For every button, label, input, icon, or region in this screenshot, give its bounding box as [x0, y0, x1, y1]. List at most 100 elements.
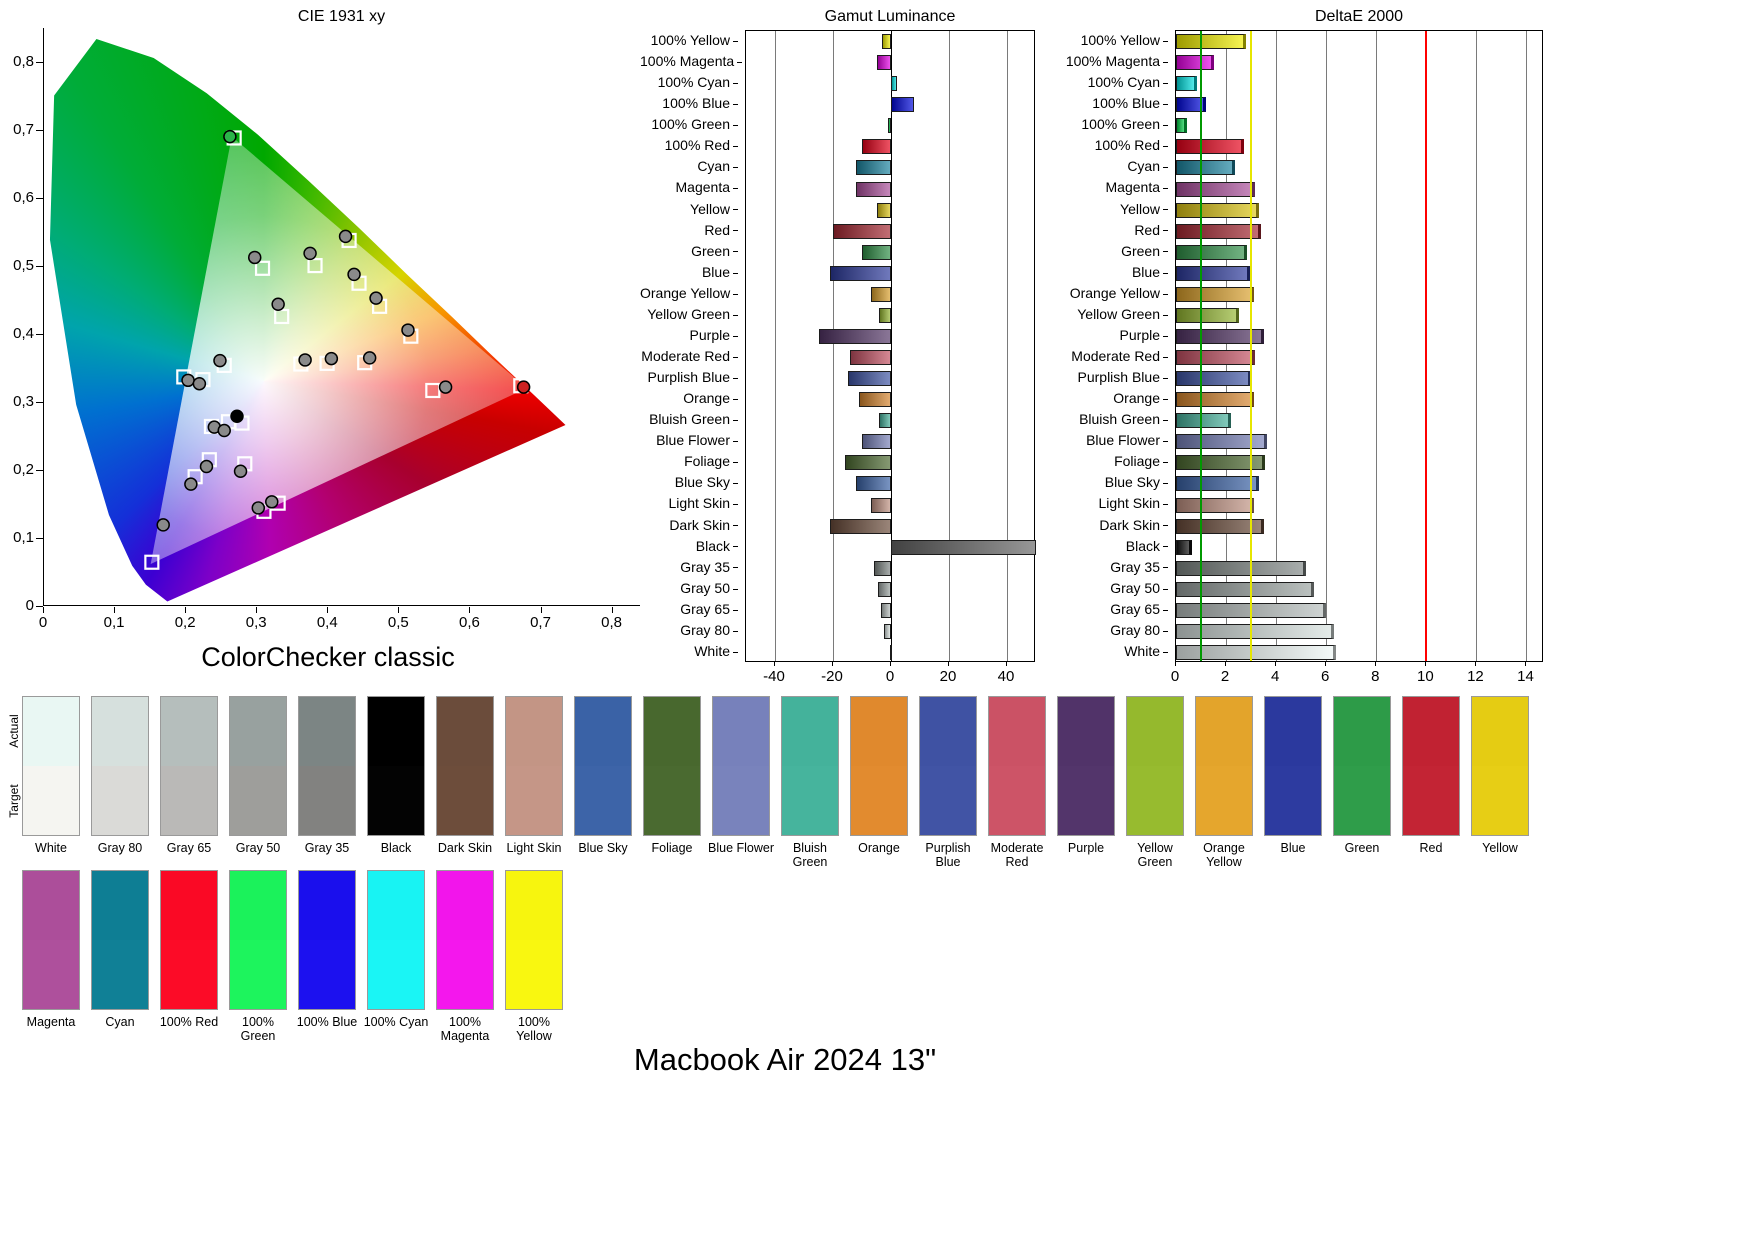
- category-label: 100% Yellow: [640, 30, 738, 51]
- x-tick: [947, 661, 949, 666]
- x-tick-label: 40: [997, 668, 1015, 685]
- y-tick: [36, 606, 43, 607]
- category-label: Bluish Green: [1060, 409, 1168, 430]
- category-label-text: Blue Sky: [674, 474, 730, 491]
- category-tick: [733, 651, 738, 653]
- measured-marker: [156, 518, 170, 532]
- bar: [876, 202, 891, 218]
- category-label: Moderate Red: [640, 346, 738, 367]
- category-tick: [733, 525, 738, 527]
- measured-marker: [181, 373, 195, 388]
- category-label: Cyan: [640, 156, 738, 177]
- category-label-text: Gray 35: [680, 558, 730, 575]
- category-tick: [733, 251, 738, 253]
- category-label: Orange: [1060, 388, 1168, 409]
- swatch-blue-sky: [574, 696, 632, 836]
- category-label-text: Green: [1121, 242, 1160, 259]
- category-label-text: Blue Sky: [1104, 474, 1160, 491]
- category-label-text: Magenta: [1105, 179, 1160, 196]
- category-label-text: Gray 65: [1110, 600, 1160, 617]
- category-label: Magenta: [1060, 177, 1168, 198]
- x-tick: [1324, 661, 1326, 666]
- grid-line: [832, 31, 834, 661]
- y-tick: [36, 62, 43, 63]
- category-label-text: 100% Yellow: [1080, 32, 1160, 48]
- category-label: 100% Yellow: [1060, 30, 1168, 51]
- swatch-target: [368, 766, 424, 835]
- category-tick: [1163, 398, 1168, 400]
- category-tick: [733, 462, 738, 464]
- bar: [879, 413, 891, 429]
- category-label: 100% Green: [1060, 114, 1168, 135]
- deltae-x-axis: 0 2 4 6 8 10 12 14: [1171, 661, 1543, 688]
- category-tick: [733, 146, 738, 148]
- bar: [1176, 97, 1207, 113]
- swatch-yellow: [1471, 696, 1529, 836]
- swatch-label: Gray 80: [97, 841, 143, 855]
- swatch-label: 100% Cyan: [363, 1015, 429, 1029]
- grid-line: [1006, 31, 1008, 661]
- category-label: 100% Cyan: [640, 72, 738, 93]
- swatch-label: Bluish Green: [792, 841, 828, 869]
- swatch-100-magenta: [436, 870, 494, 1010]
- swatch-target: [782, 766, 838, 835]
- category-label-text: 100% Blue: [662, 95, 730, 112]
- swatch-target: [575, 766, 631, 835]
- category-label-text: 100% Green: [1081, 116, 1160, 133]
- swatch-foliage: [643, 696, 701, 836]
- category-tick: [733, 335, 738, 337]
- bar: [1176, 328, 1264, 344]
- category-label-text: White: [694, 642, 730, 659]
- swatch-actual: [851, 697, 907, 766]
- measured-marker: [184, 477, 198, 491]
- category-label-text: Light Skin: [1098, 495, 1160, 512]
- swatch-label: 100% Magenta: [440, 1015, 490, 1043]
- swatch-actual: [23, 697, 79, 766]
- swatch-target: [644, 766, 700, 835]
- x-tick-label: 6: [1321, 668, 1330, 685]
- swatch-purple: [1057, 696, 1115, 836]
- swatch-label: White: [35, 841, 67, 855]
- category-label: Purple: [1060, 325, 1168, 346]
- category-label-text: Gray 80: [680, 621, 730, 638]
- x-tick-label: 0,4: [316, 614, 338, 631]
- swatch-target: [1058, 766, 1114, 835]
- category-label-text: Orange Yellow: [1069, 284, 1160, 301]
- swatch-blue-flower: [712, 696, 770, 836]
- category-label-text: 100% Magenta: [640, 53, 735, 70]
- swatch-actual: [920, 697, 976, 766]
- category-label-text: 100% Yellow: [650, 32, 730, 48]
- measured-marker: [251, 501, 266, 515]
- grid-line: [1225, 31, 1227, 661]
- category-label-text: Moderate Red: [641, 348, 730, 364]
- swatch-100-cyan: [367, 870, 425, 1010]
- page-title: Macbook Air 2024 13": [633, 1042, 937, 1077]
- category-tick: [1163, 462, 1168, 464]
- bar: [883, 623, 891, 639]
- category-label: Blue Flower: [640, 430, 738, 451]
- category-label: Purplish Blue: [1060, 367, 1168, 388]
- category-tick: [733, 588, 738, 590]
- category-label-text: 100% Cyan: [657, 74, 730, 91]
- x-tick-label: 4: [1270, 668, 1280, 685]
- bar: [862, 139, 891, 155]
- x-tick-label: 0: [1170, 668, 1180, 685]
- x-tick-label: 0,5: [387, 614, 409, 631]
- x-tick-label: 0: [38, 614, 48, 631]
- category-tick: [1163, 377, 1168, 379]
- category-label-text: Purplish Blue: [1077, 369, 1161, 386]
- swatch-label: Light Skin: [506, 841, 562, 855]
- gamut-chart-title: Gamut Luminance: [824, 8, 956, 25]
- swatch-actual: [230, 871, 286, 940]
- bar: [1176, 34, 1247, 50]
- x-tick: [398, 607, 400, 613]
- swatch-label: Gray 50: [235, 841, 281, 855]
- measured-marker: [303, 246, 317, 261]
- cie-caption: ColorChecker classic: [201, 642, 455, 672]
- category-label-text: 100% Red: [664, 137, 730, 154]
- grid-line: [774, 31, 776, 661]
- category-label: Blue Flower: [1060, 430, 1168, 451]
- bar: [1176, 539, 1193, 555]
- grid-line: [948, 31, 950, 661]
- category-tick: [733, 398, 738, 400]
